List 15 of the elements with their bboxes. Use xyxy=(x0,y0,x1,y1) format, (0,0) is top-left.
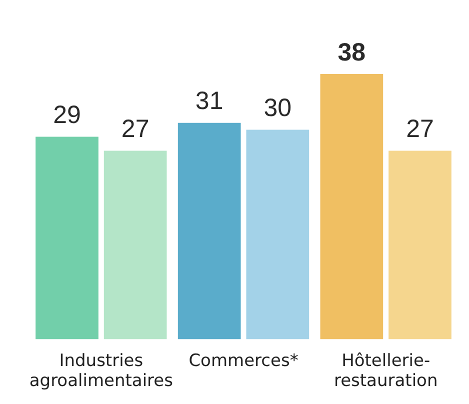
data-label: 27 xyxy=(406,115,434,144)
data-label: 29 xyxy=(53,101,81,130)
x-tick-label: Hôtellerie-restauration xyxy=(334,350,438,392)
bar xyxy=(104,150,167,340)
data-label: 30 xyxy=(264,94,292,122)
bar xyxy=(388,150,452,340)
bar xyxy=(320,74,384,340)
bar xyxy=(36,136,98,340)
x-tick-label: Industries agroalimentaires xyxy=(29,350,174,392)
bar xyxy=(178,122,241,340)
data-label: 31 xyxy=(195,87,224,116)
data-label: 27 xyxy=(121,115,150,144)
data-label: 38 xyxy=(338,38,366,66)
bar xyxy=(246,130,310,340)
x-tick-label: Commerces* xyxy=(188,350,298,371)
